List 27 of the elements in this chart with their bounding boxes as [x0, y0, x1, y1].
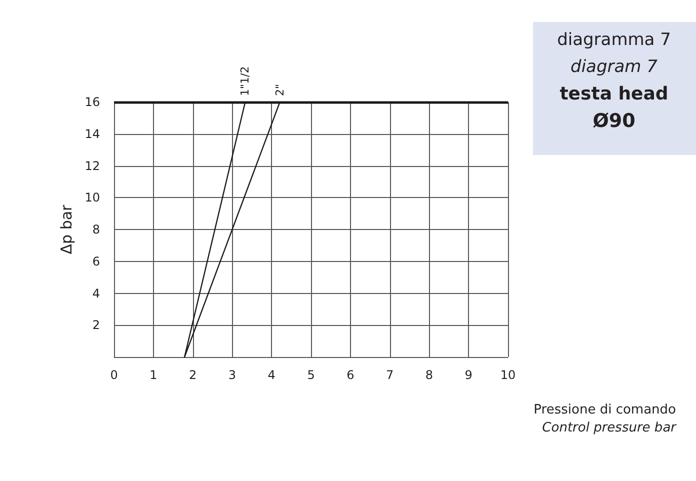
x-tick-label: 8: [425, 368, 434, 382]
x-tick-label: 2: [188, 368, 197, 382]
y-tick-label: 6: [92, 254, 100, 268]
y-tick-label: 8: [92, 222, 100, 236]
text: diagramma 7: [557, 30, 671, 50]
text: 2": [273, 84, 286, 96]
text: Ø90: [592, 110, 636, 132]
y-tick-label: 12: [84, 158, 100, 173]
x-tick-label: 10: [500, 368, 516, 382]
text: 1"1/2: [238, 66, 252, 96]
y-tick-label: 16: [84, 95, 100, 109]
x-tick-label: 7: [386, 368, 394, 382]
y-tick-label: 4: [92, 286, 100, 300]
y-axis-title: Δp bar: [57, 204, 76, 254]
x-tick-label: 0: [110, 368, 118, 382]
x-tick-label: 9: [464, 368, 472, 382]
x-tick-label: 3: [228, 368, 236, 382]
text: diagram 7: [570, 57, 658, 77]
text: testa head: [560, 84, 668, 104]
x-tick-label: 4: [268, 368, 276, 382]
y-tick-label: 10: [84, 190, 100, 205]
y-tick-label: 2: [92, 318, 100, 332]
x-axis-title: Pressione di comando Control pressure bar: [534, 402, 678, 436]
x-tick-label: 5: [307, 368, 315, 382]
x-tick-label: 6: [346, 368, 354, 382]
y-tick-label: 14: [84, 126, 100, 141]
x-tick-label: 1: [150, 368, 158, 382]
